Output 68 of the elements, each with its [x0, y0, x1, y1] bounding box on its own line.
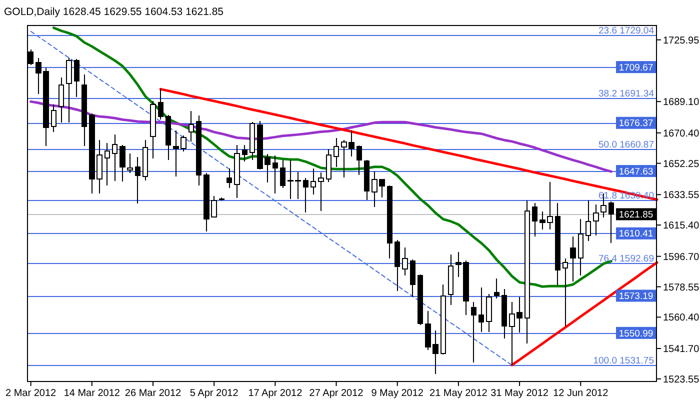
- annotation: 100.0 1531.75: [593, 356, 654, 366]
- y-tick-label: 1725.95: [663, 35, 700, 46]
- candlestick: [478, 287, 484, 333]
- y-tick-label: 1523.55: [663, 374, 700, 386]
- chart-title: GOLD,Daily 1628.45 1629.55 1604.53 1621.85: [4, 6, 224, 18]
- candlestick: [66, 58, 72, 124]
- ref-line-label: 1550.99: [618, 328, 654, 340]
- annotation: 38.2 1691.34: [598, 88, 654, 100]
- x-tick-label: 26 Mar 2012: [124, 388, 182, 399]
- candlestick: [570, 236, 576, 282]
- ref-line-label: 1647.63: [618, 166, 654, 178]
- candlestick: [134, 156, 141, 204]
- ref-line-label: 1621.85: [618, 210, 654, 221]
- x-tick-label: 17 Apr 2012: [248, 388, 303, 399]
- ref-line-label: 1709.67: [618, 62, 654, 74]
- candlestick: [310, 168, 316, 195]
- line-series: [510, 261, 658, 366]
- candlestick: [326, 148, 332, 182]
- candlestick: [562, 258, 568, 327]
- x-tick-label: 5 Apr 2012: [190, 388, 239, 399]
- candlestick: [280, 160, 286, 189]
- x-tick-label: 12 Jun 2012: [553, 388, 609, 399]
- candlestick: [302, 178, 309, 213]
- annotation: 50.0 1660.87: [598, 140, 654, 150]
- candlestick: [188, 110, 194, 142]
- annotation: 23.6 1729.04: [598, 26, 654, 36]
- candlestick: [226, 168, 232, 189]
- candlestick: [50, 104, 57, 133]
- candlestick: [58, 77, 64, 124]
- candlestick: [402, 246, 408, 276]
- x-tick-label: 9 May 2012: [371, 388, 424, 399]
- candlestick: [242, 144, 248, 162]
- candlestick: [127, 152, 133, 174]
- x-tick-label: 2 Mar 2012: [6, 388, 57, 399]
- candlestick: [318, 172, 324, 212]
- annotation: 76.4 1592.69: [598, 254, 654, 264]
- ref-line-label: 1610.41: [618, 228, 654, 240]
- candlestick: [158, 88, 164, 120]
- candlestick: [532, 202, 538, 237]
- candlestick: [470, 301, 477, 363]
- y-tick-label: 1652.25: [663, 158, 700, 170]
- x-tick-label: 14 Mar 2012: [64, 388, 120, 399]
- candlestick: [272, 155, 278, 194]
- y-tick-label: 1596.70: [663, 252, 700, 263]
- candlestick: [333, 138, 340, 168]
- y-tick-label: 1541.70: [663, 344, 700, 355]
- y-tick-label: 1689.10: [663, 97, 700, 108]
- candlestick: [104, 142, 110, 186]
- line-series: [159, 88, 658, 201]
- candlestick: [410, 259, 416, 298]
- candlestick: [593, 204, 599, 236]
- ref-line-label: 1573.19: [618, 291, 654, 302]
- x-tick-label: 31 May 2012: [490, 388, 549, 399]
- candlestick: [608, 200, 614, 244]
- candlestick: [74, 58, 80, 98]
- y-tick-label: 1578.55: [663, 282, 700, 294]
- ref-line-label: 1676.37: [618, 118, 654, 130]
- candlestick: [356, 144, 362, 176]
- y-tick-label: 1615.40: [663, 220, 700, 232]
- x-tick-label: 21 May 2012: [430, 388, 488, 399]
- y-tick-label: 1670.40: [663, 128, 700, 140]
- x-tick-label: 27 Apr 2012: [309, 388, 364, 399]
- candlestick: [120, 144, 126, 182]
- candlestick: [494, 278, 500, 300]
- y-tick-label: 1560.40: [663, 312, 700, 324]
- candlestick: [112, 134, 118, 182]
- candlestick: [585, 200, 592, 242]
- y-tick-label: 1633.55: [663, 190, 700, 202]
